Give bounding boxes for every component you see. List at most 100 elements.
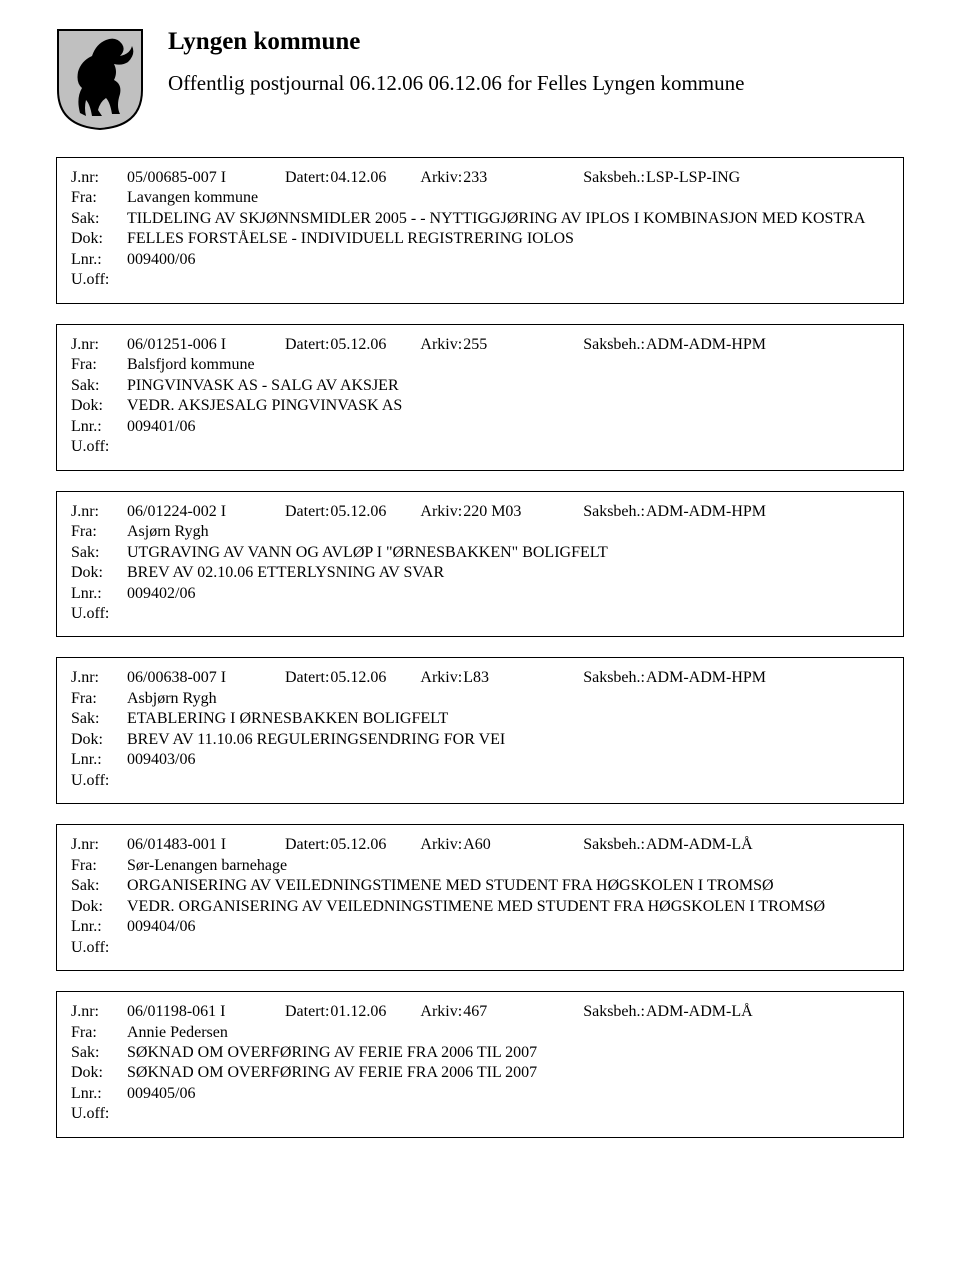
saksbeh-label: Saksbeh.:: [583, 335, 645, 355]
dok-label: Dok:: [71, 229, 127, 249]
sak-value: ORGANISERING AV VEILEDNINGSTIMENE MED ST…: [127, 876, 889, 896]
lnr-label: Lnr.:: [71, 250, 127, 270]
entry-sak-row: Sak: ETABLERING I ØRNESBAKKEN BOLIGFELT: [71, 709, 889, 729]
saksbeh-label: Saksbeh.:: [583, 835, 645, 855]
municipality-crest-icon: [56, 28, 144, 131]
entry-dok-row: Dok: BREV AV 02.10.06 ETTERLYSNING AV SV…: [71, 563, 889, 583]
entry-lnr-row: Lnr.: 009403/06: [71, 750, 889, 770]
sak-label: Sak:: [71, 876, 127, 896]
datert-label: Datert:: [285, 668, 329, 688]
page-title: Lyngen kommune: [168, 28, 744, 56]
lnr-label: Lnr.:: [71, 584, 127, 604]
jnr-label: J.nr:: [71, 668, 127, 688]
jnr-value-line: 06/01483-001 I Datert: 05.12.06 Arkiv: A…: [127, 835, 889, 855]
entry-sak-row: Sak: SØKNAD OM OVERFØRING AV FERIE FRA 2…: [71, 1043, 889, 1063]
saksbeh-label: Saksbeh.:: [583, 1002, 645, 1022]
jnr-value-line: 06/00638-007 I Datert: 05.12.06 Arkiv: L…: [127, 668, 889, 688]
arkiv-label: Arkiv:: [420, 668, 462, 688]
dok-label: Dok:: [71, 730, 127, 750]
fra-label: Fra:: [71, 856, 127, 876]
fra-value: Asjørn Rygh: [127, 522, 889, 542]
lnr-label: Lnr.:: [71, 917, 127, 937]
jnr-value-line: 06/01224-002 I Datert: 05.12.06 Arkiv: 2…: [127, 502, 889, 522]
page-header: Lyngen kommune Offentlig postjournal 06.…: [56, 28, 904, 131]
jnr-id: 06/01224-002 I: [127, 502, 285, 522]
entry-lnr-row: Lnr.: 009400/06: [71, 250, 889, 270]
jnr-id: 06/01483-001 I: [127, 835, 285, 855]
entry-uoff-row: U.off:: [71, 270, 889, 290]
uoff-label: U.off:: [71, 270, 127, 290]
dok-value: BREV AV 02.10.06 ETTERLYSNING AV SVAR: [127, 563, 889, 583]
entry-jnr-row: J.nr: 06/01483-001 I Datert: 05.12.06 Ar…: [71, 835, 889, 855]
entry-uoff-row: U.off:: [71, 604, 889, 624]
arkiv-value: 255: [463, 335, 583, 355]
dok-label: Dok:: [71, 563, 127, 583]
lnr-value: 009404/06: [127, 917, 889, 937]
uoff-value: [127, 938, 889, 958]
entry-fra-row: Fra: Sør-Lenangen barnehage: [71, 856, 889, 876]
arkiv-value: L83: [463, 668, 583, 688]
jnr-label: J.nr:: [71, 168, 127, 188]
saksbeh-value: ADM-ADM-HPM: [646, 668, 766, 688]
sak-value: TILDELING AV SKJØNNSMIDLER 2005 - - NYTT…: [127, 209, 889, 229]
sak-label: Sak:: [71, 543, 127, 563]
journal-entry: J.nr: 06/01483-001 I Datert: 05.12.06 Ar…: [56, 824, 904, 971]
journal-entry: J.nr: 06/01198-061 I Datert: 01.12.06 Ar…: [56, 991, 904, 1138]
uoff-label: U.off:: [71, 771, 127, 791]
entry-dok-row: Dok: VEDR. ORGANISERING AV VEILEDNINGSTI…: [71, 897, 889, 917]
entry-dok-row: Dok: FELLES FORSTÅELSE - INDIVIDUELL REG…: [71, 229, 889, 249]
datert-label: Datert:: [285, 1002, 329, 1022]
sak-value: ETABLERING I ØRNESBAKKEN BOLIGFELT: [127, 709, 889, 729]
entry-fra-row: Fra: Balsfjord kommune: [71, 355, 889, 375]
entry-dok-row: Dok: SØKNAD OM OVERFØRING AV FERIE FRA 2…: [71, 1063, 889, 1083]
lnr-value: 009403/06: [127, 750, 889, 770]
jnr-id: 06/01251-006 I: [127, 335, 285, 355]
header-text-block: Lyngen kommune Offentlig postjournal 06.…: [168, 28, 744, 96]
datert-label: Datert:: [285, 335, 329, 355]
uoff-value: [127, 604, 889, 624]
fra-label: Fra:: [71, 689, 127, 709]
datert-value: 04.12.06: [330, 168, 420, 188]
fra-label: Fra:: [71, 522, 127, 542]
sak-value: PINGVINVASK AS - SALG AV AKSJER: [127, 376, 889, 396]
entry-jnr-row: J.nr: 06/01198-061 I Datert: 01.12.06 Ar…: [71, 1002, 889, 1022]
arkiv-label: Arkiv:: [420, 502, 462, 522]
dok-value: FELLES FORSTÅELSE - INDIVIDUELL REGISTRE…: [127, 229, 889, 249]
entry-sak-row: Sak: PINGVINVASK AS - SALG AV AKSJER: [71, 376, 889, 396]
fra-value: Lavangen kommune: [127, 188, 889, 208]
entry-fra-row: Fra: Asbjørn Rygh: [71, 689, 889, 709]
arkiv-value: A60: [463, 835, 583, 855]
sak-value: SØKNAD OM OVERFØRING AV FERIE FRA 2006 T…: [127, 1043, 889, 1063]
fra-label: Fra:: [71, 1023, 127, 1043]
arkiv-value: 233: [463, 168, 583, 188]
entry-lnr-row: Lnr.: 009402/06: [71, 584, 889, 604]
page-subtitle: Offentlig postjournal 06.12.06 06.12.06 …: [168, 70, 744, 96]
lnr-value: 009402/06: [127, 584, 889, 604]
datert-label: Datert:: [285, 502, 329, 522]
journal-entries-container: J.nr: 05/00685-007 I Datert: 04.12.06 Ar…: [56, 157, 904, 1138]
saksbeh-label: Saksbeh.:: [583, 168, 645, 188]
datert-value: 05.12.06: [330, 502, 420, 522]
jnr-value-line: 06/01198-061 I Datert: 01.12.06 Arkiv: 4…: [127, 1002, 889, 1022]
uoff-value: [127, 270, 889, 290]
lnr-value: 009405/06: [127, 1084, 889, 1104]
saksbeh-value: LSP-LSP-ING: [646, 168, 740, 188]
lnr-label: Lnr.:: [71, 1084, 127, 1104]
entry-lnr-row: Lnr.: 009405/06: [71, 1084, 889, 1104]
saksbeh-label: Saksbeh.:: [583, 502, 645, 522]
sak-label: Sak:: [71, 376, 127, 396]
entry-sak-row: Sak: UTGRAVING AV VANN OG AVLØP I "ØRNES…: [71, 543, 889, 563]
datert-value: 05.12.06: [330, 668, 420, 688]
entry-uoff-row: U.off:: [71, 437, 889, 457]
uoff-label: U.off:: [71, 604, 127, 624]
jnr-label: J.nr:: [71, 335, 127, 355]
fra-value: Sør-Lenangen barnehage: [127, 856, 889, 876]
jnr-label: J.nr:: [71, 502, 127, 522]
arkiv-label: Arkiv:: [420, 1002, 462, 1022]
arkiv-value: 220 M03: [463, 502, 583, 522]
saksbeh-label: Saksbeh.:: [583, 668, 645, 688]
datert-value: 05.12.06: [330, 835, 420, 855]
entry-fra-row: Fra: Asjørn Rygh: [71, 522, 889, 542]
jnr-label: J.nr:: [71, 835, 127, 855]
lnr-label: Lnr.:: [71, 750, 127, 770]
